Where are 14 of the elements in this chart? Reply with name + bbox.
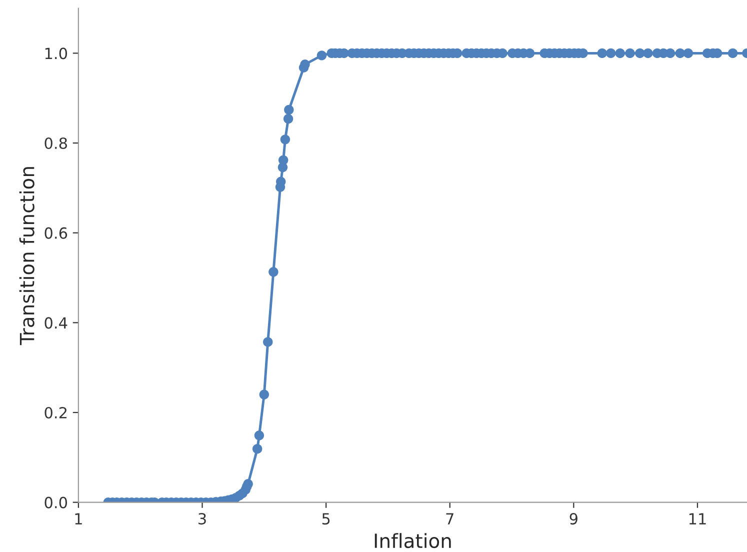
y-tick-label: 0.2	[44, 406, 66, 419]
x-axis-title: Inflation	[374, 533, 451, 548]
x-tick-label: 3	[198, 513, 206, 525]
y-tick-label: 0.4	[44, 317, 68, 329]
x-tick-label: 5	[322, 513, 330, 525]
x-tick-label: 9	[570, 513, 578, 525]
y-axis-title: Transition function	[19, 167, 34, 346]
y-tick-label: 0.8	[44, 137, 67, 150]
y-tick-label: 0.6	[44, 227, 68, 239]
y-tick-label: 1.0	[45, 48, 68, 60]
x-tick-label: 1	[75, 513, 82, 524]
y-tick-label: 0.0	[44, 496, 68, 508]
x-tick-label: 7	[446, 513, 454, 524]
x-tick-label: 11	[689, 513, 706, 524]
